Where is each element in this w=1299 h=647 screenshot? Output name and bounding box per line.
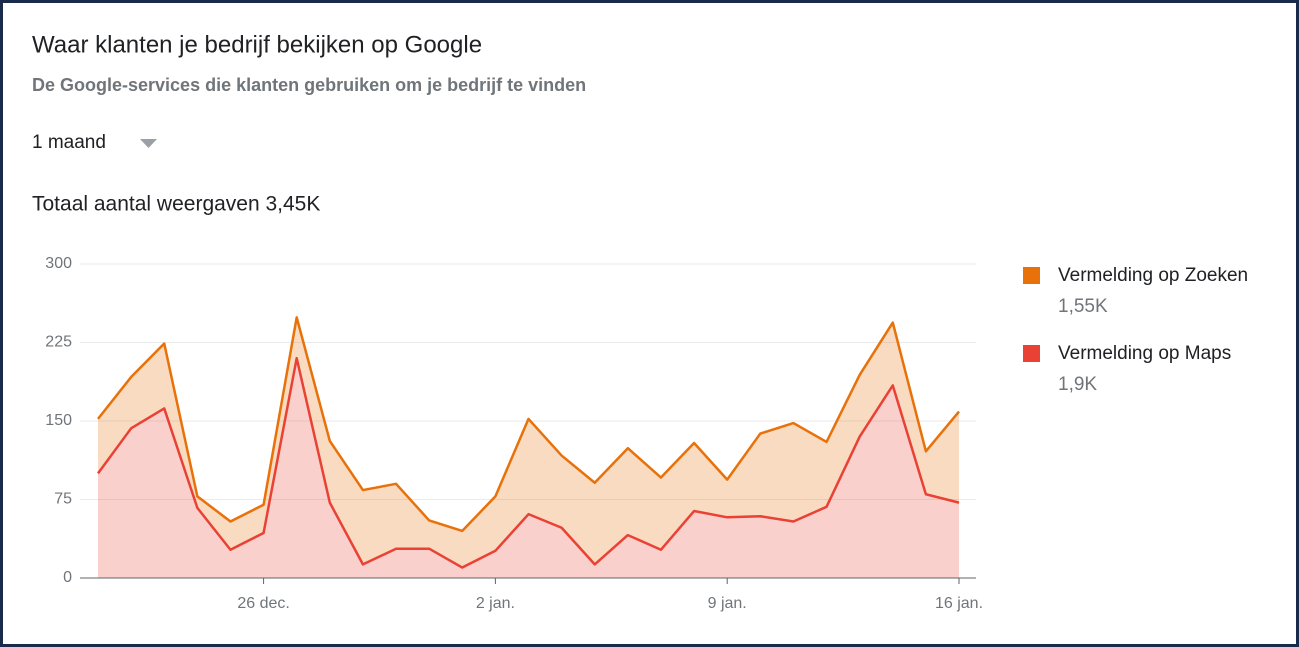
legend-label: Vermelding op Maps (1058, 343, 1231, 364)
y-tick-label: 0 (63, 569, 72, 586)
legend-total: 1,9K (1058, 374, 1097, 395)
line (96, 356, 960, 569)
legend-label: Vermelding op Zoeken (1058, 265, 1248, 286)
area (98, 358, 959, 578)
legend-total: 1,55K (1058, 296, 1108, 317)
subtitle: De Google-services die klanten gebruiken… (32, 75, 586, 95)
x-tick-label: 26 dec. (237, 595, 289, 612)
title: Waar klanten je bedrijf bekijken op Goog… (32, 31, 482, 58)
y-tick-label: 300 (45, 255, 72, 272)
x-tick-label: 2 jan. (476, 595, 515, 612)
dropdown-arrow[interactable] (140, 139, 157, 148)
chart: Waar klanten je bedrijf bekijken op Goog… (32, 31, 1248, 612)
y-tick-label: 225 (45, 334, 72, 351)
x-tick-label: 9 jan. (708, 595, 747, 612)
y-tick-label: 75 (54, 491, 72, 508)
legend-swatch (1023, 345, 1040, 362)
line (97, 316, 960, 533)
y-tick-label: 150 (45, 412, 72, 429)
legend-swatch (1023, 267, 1040, 284)
x-tick-label: 16 jan. (935, 595, 983, 612)
total-views: Totaal aantal weergaven 3,45K (32, 193, 320, 216)
period-dropdown[interactable]: 1 maand (32, 132, 106, 153)
